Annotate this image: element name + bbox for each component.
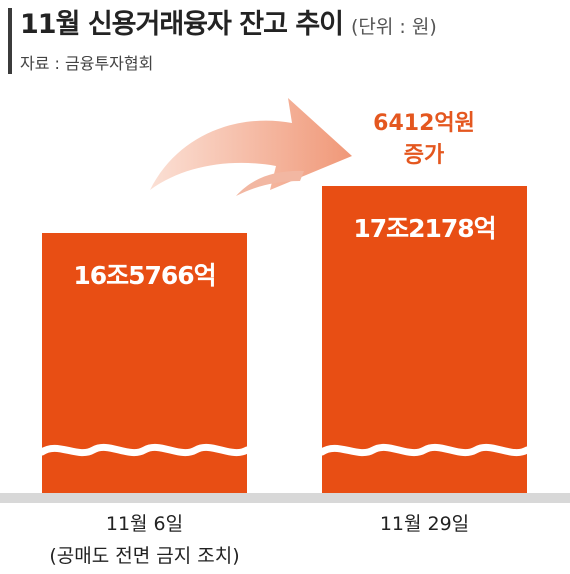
increase-text: 증가 <box>404 143 444 168</box>
category-label: 11월 6일 <box>106 513 183 535</box>
bar-2 <box>322 186 527 493</box>
increase-arrow-icon <box>150 98 352 196</box>
data-label: 16조5766억 <box>73 261 215 290</box>
baseline-band <box>0 493 570 503</box>
axis-break-mark <box>38 443 251 457</box>
source-note: 자료 : 금융투자협회 <box>20 54 154 73</box>
data-label: 17조2178억 <box>353 214 495 243</box>
increase-amount: 6412억원 <box>373 111 475 136</box>
category-label: 11월 29일 <box>380 513 469 535</box>
unit-label: (단위 : 원) <box>351 16 437 38</box>
category-note: (공매도 전면 금지 조치) <box>49 545 239 567</box>
chart-title-text: 11월 신용거래융자 잔고 추이 <box>20 9 344 40</box>
axis-break-mark <box>318 443 531 457</box>
chart-title: 11월 신용거래융자 잔고 추이 (단위 : 원) <box>20 2 437 41</box>
header-accent-bar <box>8 8 12 74</box>
